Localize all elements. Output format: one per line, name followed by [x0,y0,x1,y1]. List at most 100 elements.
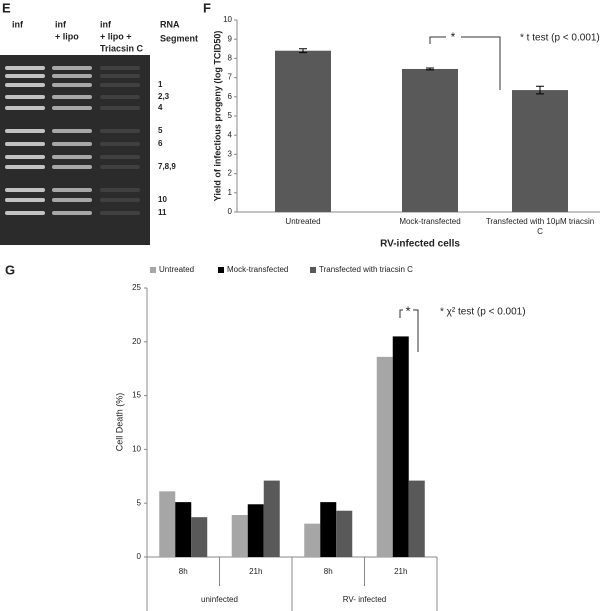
x-tick-label: Mock-transfected [399,217,460,226]
y-tick-label: 6 [228,92,233,101]
y-tick-label: 10 [132,445,141,454]
gel-band [5,129,45,133]
segment-label: 4 [158,103,163,112]
x-tick-label: 21h [249,567,262,576]
segment-header: RNA [160,19,180,29]
bar [408,480,425,557]
lane-label: inf [100,19,112,29]
bar [304,523,321,557]
bar [392,336,409,557]
group-label: RV- infected [343,595,386,604]
panel-label: G [5,262,15,277]
gel-band [5,83,45,87]
gel-band [100,188,140,192]
annotation: * χ² test (p < 0.001) [440,307,526,318]
lane-label: + lipo + [100,31,132,41]
gel-band [5,211,45,215]
lane-label: inf [12,19,24,29]
segment-label: 10 [158,195,167,204]
segment-label: 11 [158,208,167,217]
segment-label: 2,3 [158,92,170,101]
gel-band [5,198,45,202]
bar [275,50,331,212]
y-axis-title: Cell Death (%) [114,393,124,452]
bar [336,510,353,557]
gel-band [5,142,45,146]
panel-label: E [2,0,11,15]
gel-band [5,66,45,70]
x-tick-label: Transfected with 10μM triacsin C [486,217,594,236]
y-tick-label: 4 [228,130,233,139]
y-tick-label: 15 [132,391,141,400]
segment-label: 7,8,9 [158,162,176,171]
bar [231,515,248,557]
gel-band [100,155,140,159]
legend-label: Mock-transfected [227,265,288,274]
y-tick-label: 7 [228,73,233,82]
segment-label: 1 [158,80,163,89]
bar [175,502,192,557]
gel-band [100,129,140,133]
segment-label: 6 [158,139,163,148]
gel-band [52,155,92,159]
annotation: * t test (p < 0.001) [520,33,600,44]
gel-band [52,66,92,70]
y-tick-label: 25 [132,283,141,292]
gel-band [52,188,92,192]
gel-band [100,83,140,87]
gel-band [100,165,140,169]
y-tick-label: 2 [228,169,233,178]
y-tick-label: 0 [228,207,233,216]
gel-band [100,66,140,70]
segment-label: 5 [158,126,163,135]
bar [512,90,568,212]
bar [159,491,176,557]
gel-band [5,165,45,169]
group-label: uninfected [201,595,238,604]
significance-bracket [399,309,419,352]
error-bar [426,67,434,71]
bar [320,502,337,557]
significance-bracket [429,36,501,90]
significance-mark: * [405,303,410,318]
bar [263,480,280,557]
gel-band [5,95,45,99]
error-bar [536,85,544,95]
legend-swatch [310,267,316,273]
gel-band [52,83,92,87]
gel-band [100,198,140,202]
gel-band [52,74,92,78]
segment-header: Segment [160,33,198,43]
gel-band [100,142,140,146]
gel-band [52,106,92,110]
gel-band [52,165,92,169]
significance-mark: * [451,30,456,44]
y-tick-label: 8 [228,54,233,63]
error-bar [299,48,307,54]
bar [247,504,264,557]
panel-label: F [203,0,211,15]
gel-band [5,155,45,159]
gel-band [100,211,140,215]
y-tick-label: 0 [137,552,142,561]
y-tick-label: 3 [228,150,233,159]
gel-band [5,188,45,192]
gel-band [5,106,45,110]
gel-band [52,129,92,133]
gel-band [100,74,140,78]
y-tick-label: 1 [228,188,233,197]
x-tick-label: Untreated [285,217,320,226]
bar [402,68,458,213]
x-axis-title: RV-infected cells [380,239,460,250]
legend-swatch [218,267,224,273]
lane-label: Triacsin C [100,43,144,53]
lane-label: inf [55,19,67,29]
y-axis-title: Yield of infectious progeny (log TCID50) [212,31,222,202]
x-tick-label: 8h [324,567,333,576]
bar [376,356,393,557]
lane-label: + lipo [55,31,79,41]
legend-label: Transfected with triacsin C [319,265,413,274]
gel-band [5,74,45,78]
gel-band [52,142,92,146]
gel-band [52,211,92,215]
